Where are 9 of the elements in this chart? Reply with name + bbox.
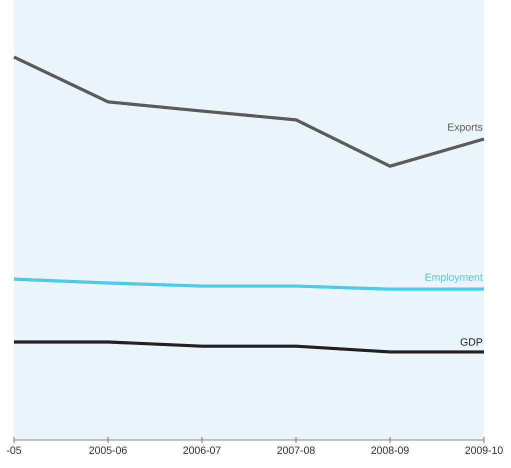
x-tick-label: 2005-06 [89,446,127,454]
x-tick-label: 2007-08 [277,446,315,454]
x-tick-label: 2006-07 [183,446,221,454]
series-label: Employment [426,273,483,283]
x-tick-label: 2008-09 [371,446,409,454]
x-tick-label: -05 [6,446,22,454]
series-label: GDP [460,338,482,346]
x-tick-label: 2009-10 [465,446,503,454]
series-label: Exports [448,123,482,133]
